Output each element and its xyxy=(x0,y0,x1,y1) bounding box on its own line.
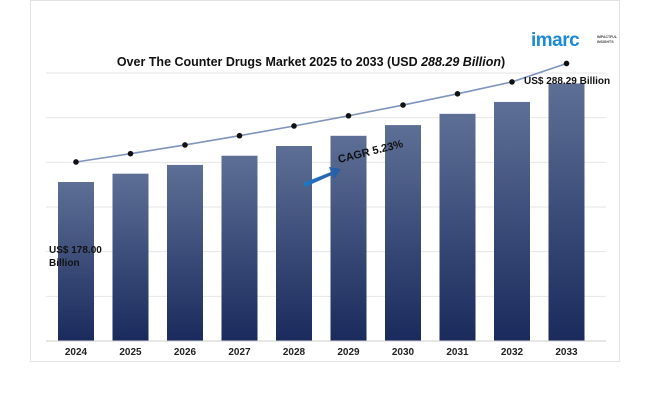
trend-line xyxy=(73,60,570,165)
trend-point xyxy=(73,159,79,165)
chart-title: Over The Counter Drugs Market 2025 to 20… xyxy=(117,55,505,69)
trend-point xyxy=(236,132,243,139)
x-tick-label: 2027 xyxy=(228,347,251,358)
trend-point xyxy=(454,91,461,97)
bar-2030 xyxy=(385,125,421,342)
trend-point xyxy=(509,79,515,85)
cagr-arrow-icon xyxy=(303,167,341,187)
logo-tagline-1: IMPACTFUL xyxy=(597,35,618,39)
start-value-line-1: US$ 178.00 xyxy=(49,245,102,256)
chart-title-suffix: ) xyxy=(501,55,505,69)
bars xyxy=(58,83,585,342)
bar-2033 xyxy=(548,83,585,341)
bar-2027 xyxy=(221,155,258,341)
imarc-logo: imarc IMPACTFUL INSIGHTS xyxy=(531,30,618,51)
x-tick-label: 2029 xyxy=(337,347,360,358)
logo-tagline-2: INSIGHTS xyxy=(597,40,614,44)
x-tick-label: 2030 xyxy=(392,347,415,358)
trend-point xyxy=(127,150,134,157)
x-tick-label: 2033 xyxy=(555,347,578,358)
bar-2028 xyxy=(276,145,312,341)
bar-2025 xyxy=(112,173,149,341)
trend-point xyxy=(291,123,297,129)
x-tick-label: 2025 xyxy=(119,347,142,358)
x-tick-label: 2031 xyxy=(446,347,469,358)
x-tick-label: 2028 xyxy=(283,347,306,358)
bar-chart: imarc IMPACTFUL INSIGHTS Over The Counte… xyxy=(46,30,618,358)
chart-title-main: Over The Counter Drugs Market 2025 to 20… xyxy=(117,55,421,69)
chart-frame: imarc IMPACTFUL INSIGHTS Over The Counte… xyxy=(30,0,620,362)
trend-polyline xyxy=(75,62,567,163)
end-value-label: US$ 288.29 Billion xyxy=(524,76,610,87)
start-value-label: US$ 178.00 Billion xyxy=(49,245,105,269)
bar-2026 xyxy=(167,164,203,341)
bar-2031 xyxy=(439,113,476,341)
x-tick-label: 2024 xyxy=(65,347,88,358)
bar-2032 xyxy=(494,101,530,341)
trend-point xyxy=(563,60,570,67)
chart-title-value: 288.29 Billion xyxy=(420,55,501,69)
x-tick-label: 2032 xyxy=(501,347,524,358)
bar-2029 xyxy=(330,135,367,341)
x-tick-label: 2026 xyxy=(174,347,197,358)
x-axis-ticks: 2024 2025 2026 2027 2028 2029 2030 2031 2032 2033 xyxy=(46,340,606,358)
trend-point xyxy=(345,113,352,119)
bar-2024 xyxy=(58,181,94,341)
start-value-line-2: Billion xyxy=(49,258,80,269)
trend-point xyxy=(182,142,188,148)
logo-wordmark: imarc xyxy=(531,30,580,51)
trend-point xyxy=(400,102,406,108)
